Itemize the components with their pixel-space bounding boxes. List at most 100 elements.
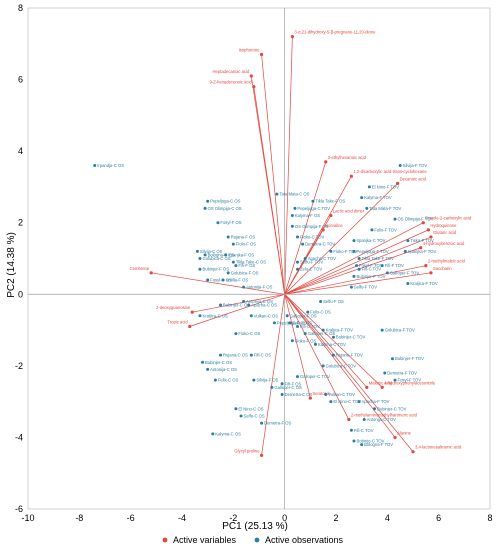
variable-label: Alanine [397,430,412,435]
observation-point [206,199,210,203]
observation-point [357,400,361,404]
y-tick-label: 8 [18,3,23,13]
observation-point [285,314,289,318]
observation-label: Fifi-C TOV [362,267,382,272]
observation-point [365,206,369,210]
observation-point [219,303,222,307]
observation-label: Vulkan-C OS [254,313,278,318]
variable-vector [284,294,383,388]
observation-label: Pepeljuga-F TOV [356,249,388,254]
observation-point [360,443,364,447]
observation-point [383,371,387,375]
x-tick-label: 0 [282,513,287,523]
observation-label: Fifi-C OS [254,353,271,358]
variable-point [380,385,384,389]
observation-point [224,253,228,257]
x-tick-label: 4 [385,513,390,523]
observation-point [331,353,335,357]
variable-vector [284,183,398,295]
variable-point [290,35,294,39]
observation-label: Felix-C OS [310,310,331,315]
observation-point [406,239,410,243]
observation-point [296,260,299,264]
variable-label: 2-methylaminomethylhartmeric acid [351,413,418,418]
variable-point [329,213,333,218]
variable-point [393,435,397,440]
observation-point [398,163,402,167]
observation-point [270,385,274,389]
observation-point [390,357,394,361]
observation-points [93,163,410,447]
x-axis-title: PC1 (25.13 %) [222,521,288,532]
variable-point [349,174,353,178]
observation-label: Rujana-F OS [231,235,256,240]
observation-point [242,285,246,289]
observation-label: Fifi-C TOV [354,428,374,433]
observation-label: Felix-F TOV [374,227,397,232]
variable-label: Lactic acid dimer [333,209,365,214]
observation-label: Kraljica-C OS [202,313,228,318]
observation-point [303,332,307,336]
observation-point [296,267,299,271]
y-tick-label: -6 [15,504,23,514]
variable-label: Malonic acid [369,380,393,385]
observation-label: Fosyl-F TOV [398,378,422,383]
observation-point [231,242,235,246]
observation-point [260,421,264,425]
observation-point [275,192,279,196]
observation-point [352,239,356,243]
observation-point [201,360,205,364]
observation-point [226,235,230,239]
observation-label: Apacha-C OS [251,303,277,308]
observation-label: Bubinjer-F TOV [395,356,424,361]
observation-label: Fifi-F OS [285,381,302,386]
legend: Active variables Active observations [162,535,344,545]
observation-label: Demetra-F OS [264,421,291,426]
variable-point [252,85,256,89]
observation-point [288,321,292,325]
observation-label: Kalyma-C OS [215,431,241,436]
observation-point [360,196,364,200]
observation-point [219,353,222,357]
observation-point [331,335,335,339]
observation-label: Fioko-F TOV [333,249,357,254]
observation-label: Selfu-F OS [323,299,344,304]
variable-vector [189,293,285,327]
observation-label: Selfu-C OS [244,413,265,418]
plot-frame [27,7,491,510]
observation-label: Fioko-F OS [295,338,317,343]
variable-point [411,450,415,454]
variable-point [321,228,325,232]
observation-label: Apacha-C TOV [308,256,336,261]
observation-label: Bobinjo-C TOV [356,439,384,444]
variable-vector [253,86,286,295]
observation-point [352,439,356,443]
observation-label: Irpanjka-C TOV [356,238,385,243]
observation-point [296,235,299,239]
variable-vector [284,161,327,295]
variable-label: Glycyl proline [234,448,260,453]
observation-label: Tikla Take-F OS [315,199,345,204]
y-tick-label: -2 [15,361,23,371]
observation-label: Fifi-F TOV [385,263,404,268]
observation-label: Kalyma-C TOV [318,342,346,347]
observation-point [198,314,202,318]
observation-label: Bubinjer-C TOV [377,406,407,411]
observation-point [393,378,397,382]
y-axis-title: PC2 (14.38 %) [6,232,17,298]
observation-label: Silvija-F OS [256,378,278,383]
variable-label: 4-hydroxybenzoic acid [423,241,465,246]
observation-point [403,249,407,253]
observation-point [385,271,389,275]
variable-label: Glutaric acid [433,230,457,235]
observation-point [373,407,376,411]
variable-label: 3,4-lactonesaltramic acid [415,445,462,450]
observation-point [301,242,305,246]
variable-point [421,221,425,225]
observation-point [357,267,361,271]
observation-point [380,328,384,332]
observation-label: Fifi-F OS [238,263,255,268]
x-tick-label: 6 [436,513,441,523]
observation-point [252,378,256,382]
